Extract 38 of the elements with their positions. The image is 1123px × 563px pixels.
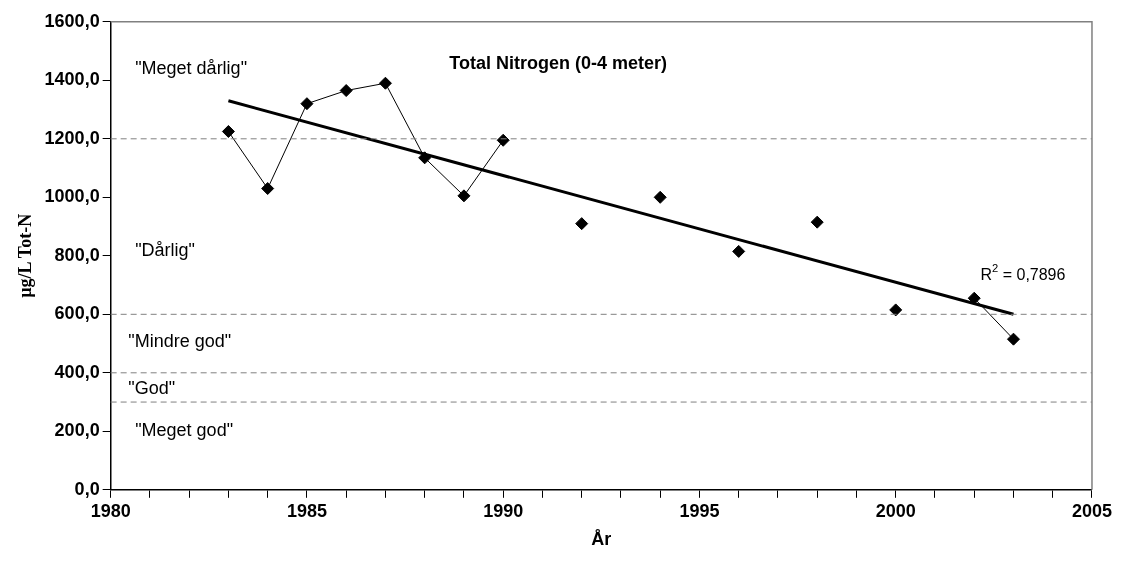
x-tick-label: 1995 — [679, 500, 720, 521]
point — [732, 244, 746, 258]
annotation: "Mindre god" — [128, 330, 232, 351]
point — [575, 217, 589, 231]
point — [810, 215, 824, 229]
point — [418, 151, 432, 165]
point — [457, 189, 471, 203]
point — [1006, 332, 1020, 346]
point — [653, 190, 667, 204]
annotation: "Meget god" — [135, 420, 234, 441]
point — [300, 97, 314, 111]
x-tick-label: 1985 — [286, 500, 327, 521]
point — [496, 133, 510, 147]
x-tick-label: 2000 — [875, 500, 916, 521]
y-tick-label: 1000,0 — [44, 186, 100, 207]
y-tick-label: 200,0 — [54, 420, 100, 441]
y-tick-label: 600,0 — [54, 303, 100, 324]
y-axis-title: µg/L Tot-N — [15, 213, 36, 298]
y-tick-label: 0,0 — [74, 478, 100, 499]
point — [967, 291, 981, 305]
point — [261, 182, 275, 196]
x-tick-label: 2005 — [1071, 500, 1112, 521]
y-tick-label: 400,0 — [54, 361, 100, 382]
y-tick-label: 1400,0 — [44, 69, 100, 90]
point — [889, 303, 903, 317]
x-axis-title: År — [591, 529, 612, 550]
x-tick-label: 1990 — [483, 500, 524, 521]
annotation: "God" — [128, 377, 176, 398]
point — [378, 76, 392, 90]
y-tick-label: 1200,0 — [44, 127, 100, 148]
y-tick-label: 800,0 — [54, 244, 100, 265]
annotation: "Dårlig" — [135, 240, 195, 261]
x-tick-label: 1980 — [90, 500, 131, 521]
text: Total Nitrogen (0-4 meter) — [449, 52, 667, 73]
point — [339, 84, 353, 98]
point — [221, 124, 235, 138]
y-tick-label: 1600,0 — [44, 10, 100, 31]
annotation: "Meget dårlig" — [135, 57, 248, 78]
